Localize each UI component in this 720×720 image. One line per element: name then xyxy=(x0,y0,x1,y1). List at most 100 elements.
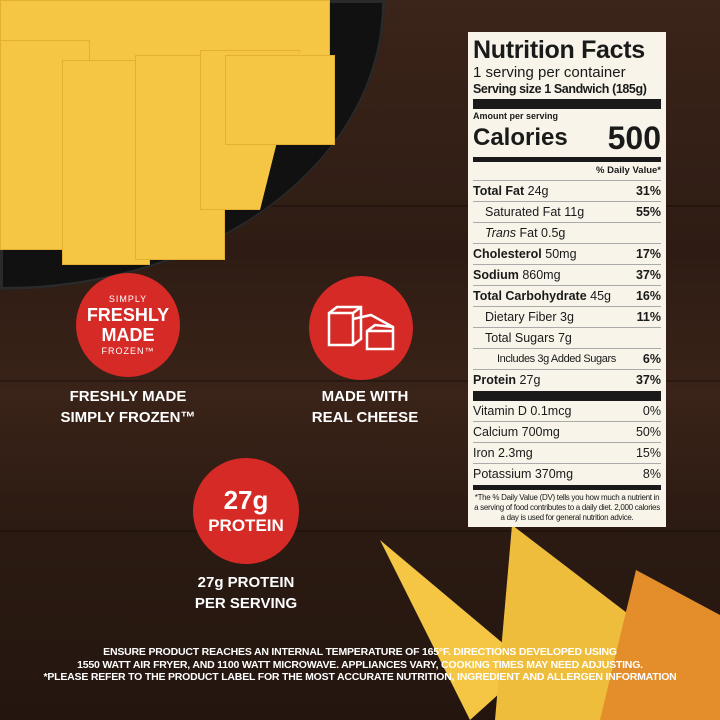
real-cheese-badge xyxy=(309,276,413,380)
caption-line: REAL CHEESE xyxy=(311,409,419,426)
vitamin-dv: 8% xyxy=(642,467,661,482)
nutrient-row: Total Sugars 7g xyxy=(473,328,661,349)
disclaimer-line: ENSURE PRODUCT REACHES AN INTERNAL TEMPE… xyxy=(103,646,617,658)
nutrient-name: Sodium 860mg xyxy=(473,265,561,285)
nutrient-dv: 11% xyxy=(636,310,661,324)
caption-line: PER SERVING xyxy=(194,595,298,612)
nutrient-name: Includes 3g Added Sugars xyxy=(473,349,616,369)
badge-main-text: PROTEIN xyxy=(208,516,284,535)
nutrient-dv: 37% xyxy=(635,268,661,282)
badge-main-text: MADE xyxy=(101,325,155,345)
nutrient-label: Dietary Fiber xyxy=(485,310,557,324)
freshly-made-caption: FRESHLY MADE SIMPLY FROZEN™ xyxy=(43,386,213,428)
nutrient-label: Trans xyxy=(485,226,517,240)
protein-badge: 27g PROTEIN xyxy=(193,458,299,564)
vitamin-row: Potassium 370mg 8% xyxy=(473,464,661,484)
servings-per-container: 1 serving per container xyxy=(473,64,626,81)
nutrient-amount: 3g xyxy=(560,310,574,324)
nutrient-label: Includes 3g Added Sugars xyxy=(497,353,616,365)
cheese-slice xyxy=(225,55,335,145)
nutrient-row: Total Fat 24g 31% xyxy=(473,181,661,202)
vitamin-dv: 15% xyxy=(635,446,661,461)
nutrient-row: Saturated Fat 11g 55% xyxy=(473,202,661,223)
vitamin-row: Calcium 700mg 50% xyxy=(473,422,661,444)
amount-per-serving: Amount per serving xyxy=(473,111,559,121)
caption-line: 27g PROTEIN xyxy=(197,574,295,591)
nutrient-amount: 24g xyxy=(527,184,549,198)
vitamin-dv: 50% xyxy=(635,425,661,440)
nutrient-row: Sodium 860mg 37% xyxy=(473,265,661,286)
badge-main-text: FRESHLY xyxy=(86,305,170,325)
badge-bottom-text: FROZEN™ xyxy=(101,346,155,356)
vitamin-row: Iron 2.3mg 15% xyxy=(473,443,661,465)
nutrient-dv: 55% xyxy=(635,205,661,219)
disclaimer: ENSURE PRODUCT REACHES AN INTERNAL TEMPE… xyxy=(10,646,710,684)
nutrient-dv: 31% xyxy=(635,184,661,198)
vitamin-name: Vitamin D 0.1mcg xyxy=(473,404,572,419)
divider xyxy=(473,157,661,162)
nutrient-amount: 27g xyxy=(519,373,541,387)
protein-caption: 27g PROTEIN PER SERVING xyxy=(161,572,331,614)
nutrient-dv: 16% xyxy=(635,289,661,303)
nutrient-name: Total Sugars 7g xyxy=(473,328,572,348)
nutrient-name: Total Fat 24g xyxy=(473,181,549,201)
divider xyxy=(473,99,661,109)
calories-value: 500 xyxy=(607,120,661,156)
badge-main-text: 27g xyxy=(223,485,269,515)
caption-line: MADE WITH xyxy=(321,388,409,405)
wood-grain xyxy=(0,380,720,382)
vitamin-name: Potassium 370mg xyxy=(473,467,574,482)
nutrient-label: Total Carbohydrate xyxy=(473,289,587,303)
disclaimer-line: *PLEASE REFER TO THE PRODUCT LABEL FOR T… xyxy=(43,671,677,683)
nutrient-dv: 6% xyxy=(642,352,661,366)
vitamin-row: Vitamin D 0.1mcg 0% xyxy=(473,401,661,423)
divider xyxy=(473,484,661,490)
nutrition-facts-label: Nutrition Facts 1 serving per container … xyxy=(468,32,666,527)
nutrient-name: Cholesterol 50mg xyxy=(473,244,577,264)
daily-value-header: % Daily Value* xyxy=(473,162,661,181)
footnote: *The % Daily Value (DV) tells you how mu… xyxy=(474,492,660,522)
nutrient-label: Total Sugars xyxy=(485,331,555,345)
vitamin-dv: 0% xyxy=(642,404,661,419)
nutrient-label: Saturated Fat xyxy=(485,205,561,219)
cheese-wedge xyxy=(600,570,720,720)
nutrient-label: Cholesterol xyxy=(473,247,542,261)
nutrient-row: Protein 27g 37% xyxy=(473,370,661,390)
calories-label: Calories xyxy=(473,124,568,151)
disclaimer-line: 1550 WATT AIR FRYER, AND 1100 WATT MICRO… xyxy=(77,658,643,671)
nutrient-amount: 7g xyxy=(557,331,572,345)
nutrient-label: Protein xyxy=(473,373,517,387)
caption-line: SIMPLY FROZEN™ xyxy=(60,409,196,426)
nutrient-name: Trans Fat 0.5g xyxy=(473,223,565,243)
nutrient-row: Total Carbohydrate 45g 16% xyxy=(473,286,661,307)
nutrient-name: Saturated Fat 11g xyxy=(473,202,584,222)
nutrient-label: Total Fat xyxy=(473,184,525,198)
vitamin-name: Iron 2.3mg xyxy=(473,446,533,461)
nutrient-row: Trans Fat 0.5g xyxy=(473,223,661,244)
divider xyxy=(473,391,661,402)
serving-size: Serving size 1 Sandwich (185g) xyxy=(473,82,647,96)
calories-row: Calories 500 xyxy=(473,122,661,154)
nutrient-dv: 17% xyxy=(635,247,661,261)
nutrient-amount: 860mg xyxy=(522,268,561,282)
wood-grain xyxy=(0,530,720,532)
badge-top-text: SIMPLY xyxy=(108,294,148,304)
cheese-block-icon xyxy=(327,305,395,351)
nutrient-dv: 37% xyxy=(635,373,661,387)
nutrient-amount: 45g xyxy=(590,289,612,303)
nutrient-label: Sodium xyxy=(473,268,519,282)
nutrient-row: Dietary Fiber 3g 11% xyxy=(473,307,661,328)
nutrient-row: Includes 3g Added Sugars 6% xyxy=(473,349,661,370)
nutrient-amount: 11g xyxy=(564,205,585,219)
nutrient-rows: Total Fat 24g 31% Saturated Fat 11g 55% Tran… xyxy=(473,181,661,390)
nutrient-name: Protein 27g xyxy=(473,370,540,390)
caption-line: FRESHLY MADE xyxy=(69,388,187,405)
vitamin-rows: Vitamin D 0.1mcg 0% Calcium 700mg 50% Iron 2… xyxy=(473,401,661,484)
nutrient-amount: Fat 0.5g xyxy=(519,226,566,240)
nutrient-amount: 50mg xyxy=(545,247,577,261)
wood-grain xyxy=(0,205,720,207)
vitamin-name: Calcium 700mg xyxy=(473,425,560,440)
freshly-made-badge: SIMPLY FRESHLY MADE FROZEN™ xyxy=(76,273,180,377)
nutrition-title: Nutrition Facts xyxy=(473,36,645,64)
nutrient-row: Cholesterol 50mg 17% xyxy=(473,244,661,265)
